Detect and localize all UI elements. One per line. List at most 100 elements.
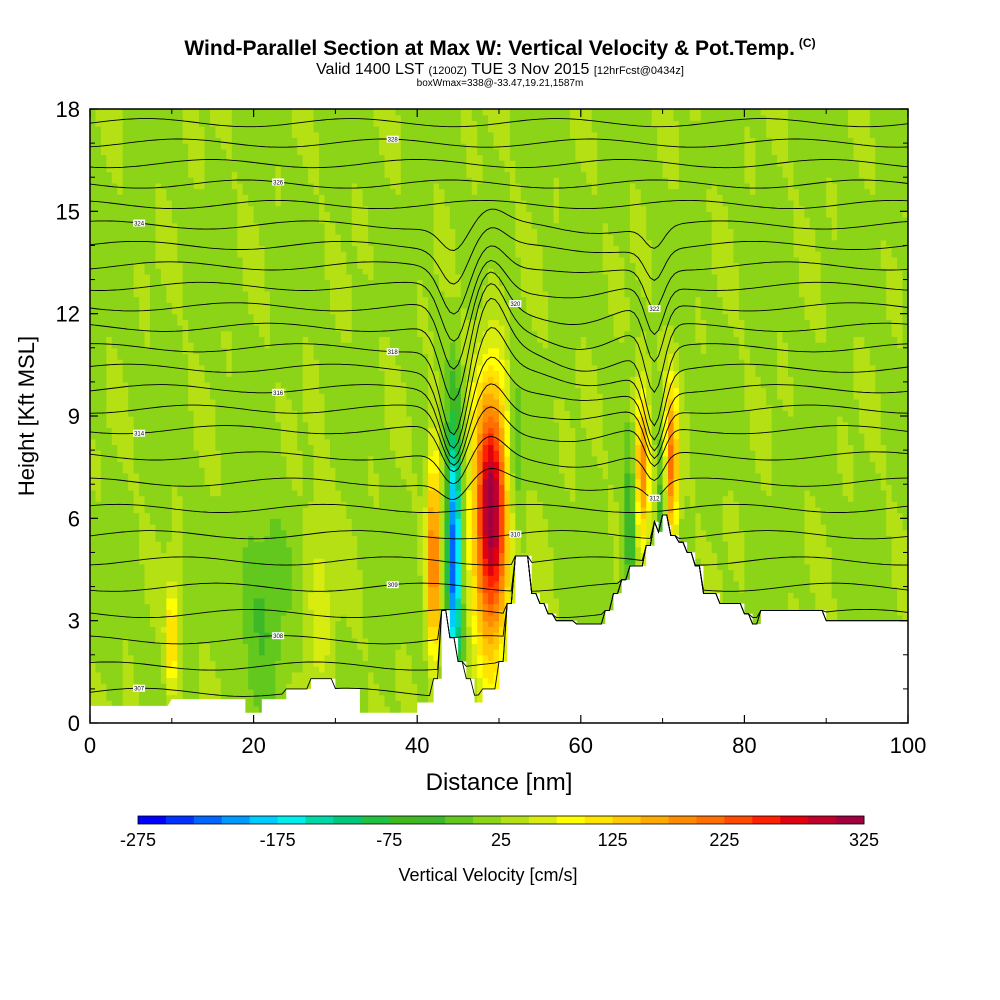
velocity-cell [302, 228, 309, 235]
velocity-cell [188, 325, 195, 332]
velocity-cell [144, 285, 151, 292]
velocity-cell [231, 416, 238, 423]
velocity-cell [269, 654, 277, 662]
velocity-cell [264, 597, 271, 605]
velocity-cell [237, 262, 244, 269]
velocity-cell [182, 472, 189, 480]
velocity-cell [297, 614, 304, 622]
velocity-cell [166, 677, 173, 684]
velocity-cell [313, 558, 320, 565]
velocity-cell [128, 393, 135, 400]
velocity-cell [308, 541, 315, 548]
velocity-cell [319, 421, 326, 428]
velocity-cell [95, 660, 102, 667]
velocity-cell [111, 455, 118, 463]
velocity-cell [166, 279, 173, 286]
velocity-cell [100, 342, 107, 349]
velocity-cell [193, 268, 200, 275]
velocity-cell [182, 427, 189, 434]
velocity-cell [319, 228, 326, 235]
velocity-cell [291, 114, 298, 121]
velocity-cell [199, 114, 206, 121]
velocity-cell [226, 529, 233, 536]
velocity-cell [319, 347, 326, 355]
velocity-cell [242, 398, 249, 406]
velocity-cell [275, 450, 282, 457]
velocity-cell [177, 177, 184, 184]
velocity-cell [122, 609, 129, 616]
velocity-cell [264, 114, 271, 121]
velocity-cell [302, 273, 309, 281]
velocity-cell [209, 319, 217, 326]
velocity-cell [111, 205, 118, 212]
velocity-cell [204, 410, 211, 417]
velocity-cell [122, 393, 129, 400]
velocity-cell [329, 239, 336, 247]
velocity-cell [275, 393, 282, 400]
velocity-cell [133, 290, 140, 298]
velocity-cell [329, 154, 336, 161]
velocity-cell [242, 285, 249, 292]
velocity-cell [340, 603, 347, 610]
velocity-cell [117, 512, 124, 519]
velocity-cell [286, 671, 293, 679]
velocity-cell [193, 552, 200, 559]
velocity-cell [122, 450, 129, 457]
velocity-cell [106, 472, 113, 480]
velocity-cell [95, 347, 102, 355]
velocity-cell [133, 228, 140, 235]
velocity-cell [313, 438, 320, 446]
velocity-cell [242, 666, 249, 673]
velocity-cell [226, 376, 233, 383]
velocity-cell [209, 307, 217, 315]
velocity-cell [248, 694, 255, 701]
velocity-cell [149, 126, 157, 133]
velocity-cell [177, 217, 184, 224]
velocity-cell [248, 143, 255, 150]
velocity-cell [90, 478, 97, 485]
velocity-cell [308, 433, 315, 440]
velocity-cell [117, 677, 124, 684]
velocity-cell [324, 569, 331, 576]
velocity-cell [188, 416, 195, 423]
velocity-cell [177, 518, 184, 525]
velocity-cell [139, 614, 146, 622]
velocity-cell [122, 182, 129, 190]
velocity-cell [117, 279, 124, 286]
velocity-cell [204, 546, 211, 554]
velocity-cell [264, 649, 271, 656]
velocity-cell [237, 660, 244, 667]
velocity-cell [220, 205, 227, 212]
velocity-cell [259, 569, 266, 576]
velocity-cell [144, 160, 151, 167]
velocity-cell [111, 563, 118, 571]
velocity-cell [144, 637, 151, 645]
velocity-cell [193, 217, 200, 224]
velocity-cell [324, 506, 331, 514]
velocity-cell [319, 143, 326, 150]
velocity-cell [171, 114, 178, 121]
velocity-cell [242, 342, 249, 349]
velocity-cell [149, 683, 157, 690]
velocity-cell [171, 506, 178, 514]
velocity-cell [248, 495, 255, 502]
velocity-cell [177, 421, 184, 428]
velocity-cell [160, 217, 167, 224]
velocity-cell [177, 580, 184, 588]
velocity-cell [90, 461, 97, 468]
velocity-cell [100, 273, 107, 281]
velocity-cell [209, 563, 217, 571]
velocity-cell [188, 552, 195, 559]
velocity-cell [313, 632, 320, 639]
velocity-cell [302, 194, 309, 201]
velocity-cell [253, 416, 260, 423]
velocity-cell [248, 182, 255, 190]
velocity-cell [155, 177, 162, 184]
velocity-cell [144, 484, 151, 491]
velocity-cell [280, 404, 287, 411]
velocity-cell [128, 381, 135, 389]
velocity-cell [193, 410, 200, 417]
velocity-cell [155, 597, 162, 605]
velocity-cell [313, 290, 320, 298]
velocity-cell [106, 364, 113, 372]
